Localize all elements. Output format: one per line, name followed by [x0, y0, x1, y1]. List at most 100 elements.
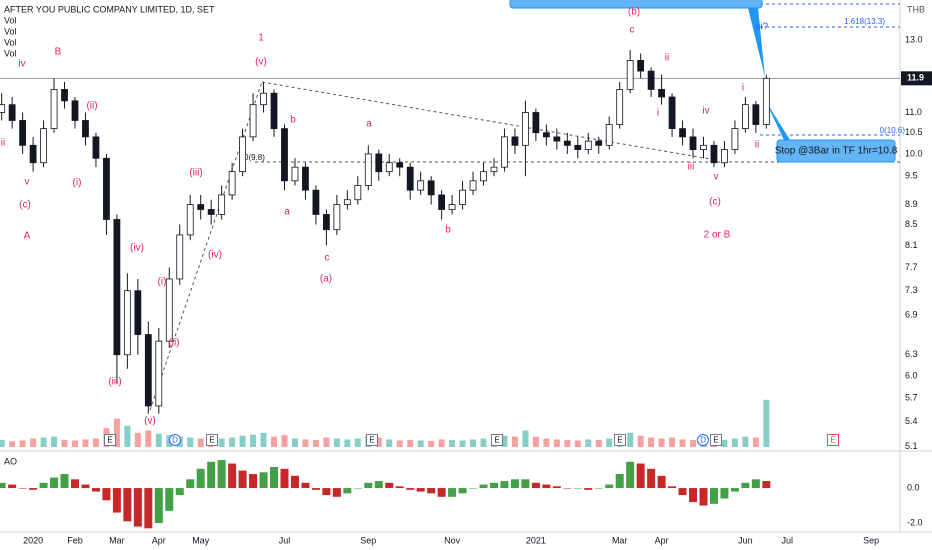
wave-label: 2 or B	[704, 230, 731, 241]
wave-label: c	[630, 25, 635, 36]
volume-bar	[679, 439, 686, 447]
chart-title: AFTER YOU PUBLIC COMPANY LIMITED, 1D, SE…	[4, 4, 215, 14]
candle-body	[71, 100, 79, 121]
ao-bar	[301, 482, 310, 489]
x-tick-label: Jul	[279, 535, 291, 545]
ao-bar	[689, 488, 698, 503]
volume-bar	[606, 438, 613, 447]
candle-body	[239, 136, 246, 173]
volume-bar	[543, 438, 550, 447]
volume-bar	[386, 439, 393, 447]
ao-bar	[720, 488, 729, 499]
wave-label: (i)	[158, 277, 167, 288]
wave-label: (iii)	[108, 377, 121, 388]
candle-body	[218, 194, 226, 215]
volume-bar	[134, 432, 141, 447]
x-tick-label: Jun	[738, 535, 753, 545]
x-tick-label: Apr	[655, 535, 669, 545]
candle-body	[207, 209, 215, 215]
ao-bar	[594, 488, 603, 489]
ao-bar	[427, 488, 436, 494]
candle-body	[302, 166, 309, 191]
volume-bar	[470, 439, 477, 447]
candle-body	[113, 219, 121, 356]
candle-body	[438, 194, 446, 210]
ao-bar	[353, 488, 362, 489]
volume-bar	[690, 439, 697, 447]
candle-body	[8, 104, 16, 121]
ao-bar	[406, 488, 415, 490]
ao-bar	[112, 488, 121, 513]
x-tick-label: Mar	[612, 535, 628, 545]
y-tick-label: 5.4	[905, 416, 918, 426]
candle-body	[762, 77, 770, 125]
x-tick-label: Nov	[444, 535, 461, 545]
ao-bar	[573, 488, 582, 489]
candle-body	[637, 60, 645, 72]
ao-bar	[395, 486, 404, 489]
candle-body	[501, 136, 508, 168]
volume-bar	[51, 436, 58, 447]
y-tick-label: 10.5	[905, 127, 923, 137]
axis-unit: THB	[907, 4, 925, 14]
ao-bar	[605, 484, 614, 489]
ao-bar	[542, 484, 551, 489]
ao-bar	[657, 475, 666, 489]
y-tick-label: 13.0	[905, 34, 923, 44]
candle-body	[82, 120, 89, 138]
candle-body	[123, 290, 131, 356]
ao-bar	[8, 484, 17, 489]
volume-bar	[763, 399, 770, 447]
event-marker	[710, 434, 722, 446]
candle-body	[312, 189, 320, 215]
candle-body	[721, 149, 728, 164]
callout-text: Stop @3Bar in TF 1hr=10.8	[775, 146, 898, 157]
wave-label: ii	[665, 53, 669, 64]
event-label: E	[369, 436, 374, 445]
callout-pointer	[748, 8, 765, 77]
ao-bar	[18, 488, 27, 489]
candle-body	[710, 144, 718, 164]
ao-bar	[762, 481, 771, 489]
volume-bar	[82, 439, 89, 447]
ao-bar	[259, 472, 268, 489]
ao-bar	[270, 467, 279, 489]
wave-label: ii	[755, 140, 759, 151]
volume-bar	[731, 438, 738, 447]
ao-bar	[741, 482, 750, 489]
volume-bar	[438, 439, 445, 447]
x-tick-label: May	[192, 535, 210, 545]
volume-bar	[721, 439, 728, 447]
event-marker	[206, 434, 218, 446]
fib-label: 0(10.6)	[880, 126, 906, 135]
wave-label: iv	[18, 59, 25, 70]
candle-body	[658, 89, 665, 98]
volume-bar	[333, 438, 340, 447]
candle-body	[333, 204, 341, 231]
indicator-label: Vol	[4, 26, 17, 36]
wave-label: (c)	[19, 200, 31, 211]
last-price-label: 11.9	[907, 73, 924, 83]
candle-body	[448, 204, 456, 210]
wave-label: b	[290, 115, 296, 126]
candle-body	[354, 185, 362, 201]
y-tick-label: 7.3	[905, 285, 918, 295]
volume-bar	[19, 440, 26, 447]
volume-bar	[480, 438, 487, 447]
candle-body	[616, 89, 624, 125]
ao-bar	[123, 488, 132, 522]
ao-bar	[469, 488, 478, 489]
ao-bar	[416, 488, 425, 492]
wave-label: a	[284, 207, 290, 218]
volume-bar	[72, 440, 78, 447]
volume-bar	[281, 435, 288, 447]
ao-bar	[500, 481, 509, 489]
ao-bar	[133, 488, 142, 527]
candle-body	[679, 128, 686, 138]
candle-body	[542, 132, 550, 138]
ao-bar	[29, 488, 38, 490]
candle-body	[522, 112, 529, 146]
x-tick-label: Mar	[109, 535, 125, 545]
wave-label: (i)	[73, 178, 82, 189]
